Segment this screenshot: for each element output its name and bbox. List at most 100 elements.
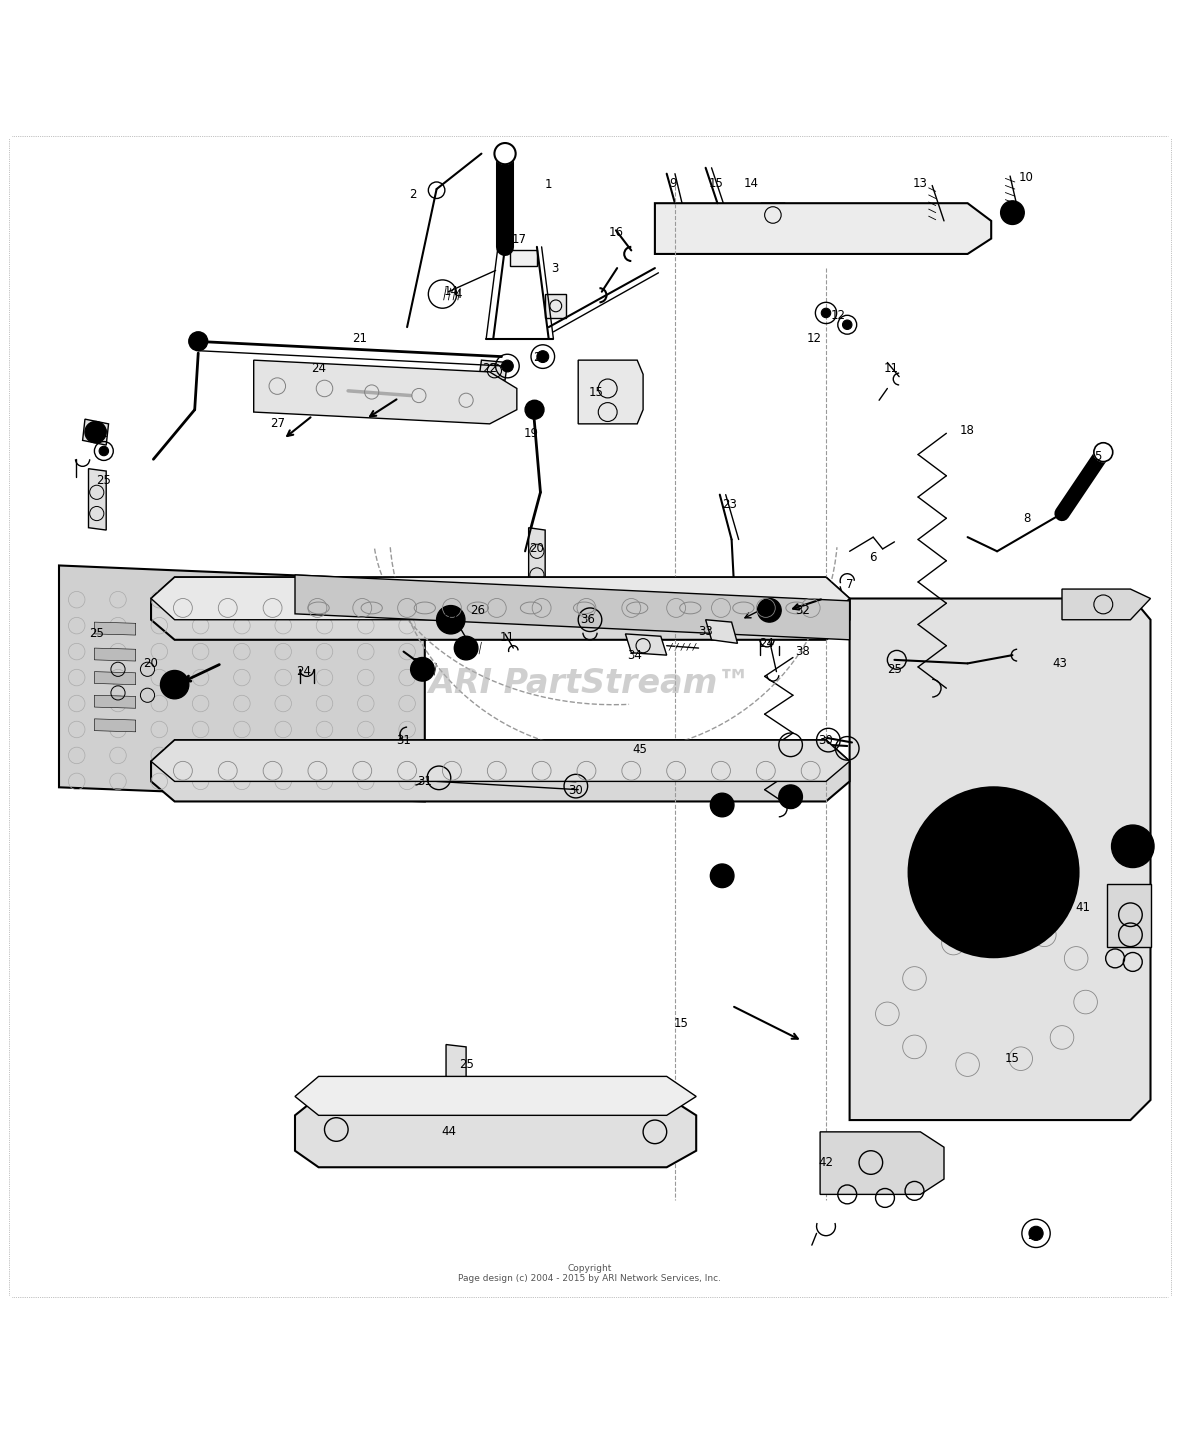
Polygon shape xyxy=(94,672,136,685)
Circle shape xyxy=(494,143,516,165)
Text: 12: 12 xyxy=(831,308,845,322)
Polygon shape xyxy=(479,360,507,380)
Polygon shape xyxy=(850,599,1150,1121)
Text: 24: 24 xyxy=(296,665,310,678)
Polygon shape xyxy=(88,469,106,530)
Text: 38: 38 xyxy=(795,645,809,658)
Text: 32: 32 xyxy=(795,603,809,616)
Text: 25: 25 xyxy=(887,663,902,676)
Text: 14: 14 xyxy=(444,285,458,298)
Polygon shape xyxy=(446,1045,466,1095)
Circle shape xyxy=(537,351,549,363)
Polygon shape xyxy=(83,418,109,446)
Polygon shape xyxy=(655,203,991,254)
Polygon shape xyxy=(820,1132,944,1194)
Text: 6: 6 xyxy=(870,550,877,563)
Text: 9: 9 xyxy=(669,176,676,189)
Text: 25: 25 xyxy=(97,474,111,487)
Text: 7: 7 xyxy=(846,577,853,590)
Text: 8: 8 xyxy=(1023,512,1030,524)
Text: 12: 12 xyxy=(807,332,821,345)
Text: 39: 39 xyxy=(713,804,727,817)
Circle shape xyxy=(710,864,734,887)
Text: 27: 27 xyxy=(270,417,284,430)
Text: 11: 11 xyxy=(500,631,514,643)
Text: 31: 31 xyxy=(396,734,411,747)
Text: 15: 15 xyxy=(589,385,603,398)
Polygon shape xyxy=(151,739,850,781)
Polygon shape xyxy=(295,1096,696,1168)
Polygon shape xyxy=(295,1076,696,1115)
Polygon shape xyxy=(94,622,136,635)
Circle shape xyxy=(525,400,544,418)
Polygon shape xyxy=(1107,884,1150,947)
Circle shape xyxy=(716,800,728,811)
Text: 40: 40 xyxy=(781,792,795,805)
Circle shape xyxy=(99,446,109,456)
Circle shape xyxy=(716,870,728,881)
Polygon shape xyxy=(295,575,850,639)
Text: 26: 26 xyxy=(412,656,426,669)
Polygon shape xyxy=(109,643,127,711)
Text: 15: 15 xyxy=(1005,1052,1020,1065)
Text: 4: 4 xyxy=(454,288,461,301)
Text: 1: 1 xyxy=(545,178,552,191)
Circle shape xyxy=(411,658,434,681)
Polygon shape xyxy=(578,360,643,424)
Polygon shape xyxy=(151,577,850,639)
Circle shape xyxy=(779,785,802,808)
Text: 24: 24 xyxy=(533,351,548,364)
Text: 41: 41 xyxy=(1076,901,1090,914)
Circle shape xyxy=(1115,887,1150,923)
Polygon shape xyxy=(545,294,566,318)
Text: 24: 24 xyxy=(760,636,774,649)
Text: 17: 17 xyxy=(512,234,526,246)
Text: 24: 24 xyxy=(1028,1230,1042,1242)
Circle shape xyxy=(821,308,831,318)
Text: 2: 2 xyxy=(409,189,417,202)
Text: 20: 20 xyxy=(144,656,158,669)
Text: 34: 34 xyxy=(628,649,642,662)
Text: 15: 15 xyxy=(674,1017,688,1030)
Text: 22: 22 xyxy=(93,427,107,440)
Text: 31: 31 xyxy=(418,775,432,788)
Text: 30: 30 xyxy=(819,734,833,747)
Text: 14: 14 xyxy=(745,176,759,189)
Text: 42: 42 xyxy=(819,1156,833,1169)
Circle shape xyxy=(710,794,734,817)
Text: 24: 24 xyxy=(312,363,326,375)
Text: 16: 16 xyxy=(609,226,623,239)
Circle shape xyxy=(160,671,189,699)
Polygon shape xyxy=(151,739,850,801)
Circle shape xyxy=(758,599,781,622)
Text: 26: 26 xyxy=(471,603,485,616)
Circle shape xyxy=(785,791,796,802)
Polygon shape xyxy=(529,527,545,599)
Circle shape xyxy=(909,787,1079,957)
Circle shape xyxy=(1001,201,1024,225)
Text: 10: 10 xyxy=(1020,171,1034,183)
Text: 21: 21 xyxy=(353,332,367,345)
Circle shape xyxy=(502,360,513,373)
Text: 25: 25 xyxy=(90,628,104,641)
Text: 43: 43 xyxy=(1053,656,1067,669)
Polygon shape xyxy=(254,360,517,424)
Text: 22: 22 xyxy=(483,363,497,375)
Circle shape xyxy=(189,332,208,351)
Text: 19: 19 xyxy=(524,427,538,440)
Text: 33: 33 xyxy=(699,625,713,638)
Text: Copyright
Page design (c) 2004 - 2015 by ARI Network Services, Inc.: Copyright Page design (c) 2004 - 2015 by… xyxy=(459,1264,721,1283)
Polygon shape xyxy=(59,566,425,801)
Text: 20: 20 xyxy=(530,543,544,556)
Text: 15: 15 xyxy=(709,176,723,189)
Circle shape xyxy=(454,636,478,659)
Circle shape xyxy=(1112,825,1154,867)
Text: 45: 45 xyxy=(632,744,647,757)
Polygon shape xyxy=(151,577,850,619)
Text: 30: 30 xyxy=(569,784,583,797)
Circle shape xyxy=(1029,1227,1043,1241)
Text: 25: 25 xyxy=(459,1058,473,1070)
Circle shape xyxy=(843,320,852,330)
Polygon shape xyxy=(94,648,136,661)
Circle shape xyxy=(85,421,106,443)
